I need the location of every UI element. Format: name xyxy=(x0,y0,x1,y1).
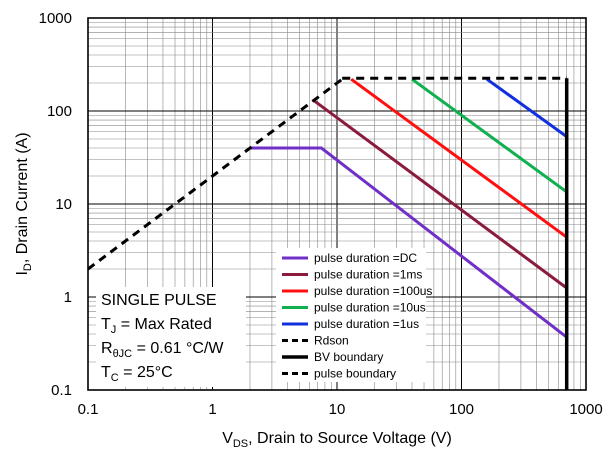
y-tick-label: 1000 xyxy=(39,10,72,27)
conditions-annotation: SINGLE PULSE TJ = Max Rated RθJC = 0.61 … xyxy=(96,287,246,387)
legend-label: Rdson xyxy=(314,334,349,348)
series-pulse-duration-dc-line xyxy=(250,146,568,339)
legend-label: pulse duration =100us xyxy=(314,284,432,298)
annotation-tc: TC = 25°C xyxy=(101,364,173,384)
y-tick-label: 0.1 xyxy=(51,382,72,399)
legend-label: pulse duration =10us xyxy=(314,301,426,315)
legend-background xyxy=(276,248,426,382)
series-pulse-duration-100us-line xyxy=(350,77,568,239)
y-tick-label: 1 xyxy=(64,289,72,306)
x-tick-label: 1 xyxy=(208,401,216,418)
series-rdson-line xyxy=(87,77,344,271)
legend-label: pulse duration =1ms xyxy=(314,268,422,282)
series-pulse-duration-10us-line xyxy=(411,77,568,194)
x-tick-label: 0.1 xyxy=(78,401,99,418)
tick-labels: 0.1 1 10 100 1000 0.1 1 10 100 1000 xyxy=(39,10,603,418)
legend-label: pulse duration =DC xyxy=(314,251,417,265)
series-pulse-duration-1us-line xyxy=(486,77,568,138)
annotation-rthjc: RθJC = 0.61 °C/W xyxy=(101,340,224,360)
annotation-single-pulse: SINGLE PULSE xyxy=(101,292,217,309)
annotation-tj: TJ = Max Rated xyxy=(101,316,212,336)
legend-label: pulse boundary xyxy=(314,367,396,381)
x-tick-label: 1000 xyxy=(569,401,602,418)
legend-label: BV boundary xyxy=(314,350,383,364)
x-axis-title: VDS, Drain to Source Voltage (V) xyxy=(222,430,452,450)
series-pulse-duration-1ms-line xyxy=(312,99,568,290)
legend: pulse duration =DC pulse duration =1ms pul… xyxy=(276,248,432,382)
x-tick-label: 10 xyxy=(329,401,346,418)
y-tick-label: 100 xyxy=(47,103,72,120)
y-axis-title: ID, Drain Current (A) xyxy=(14,132,34,275)
series-group xyxy=(87,76,569,390)
y-tick-label: 10 xyxy=(55,196,72,213)
plot-area-frame xyxy=(87,17,587,391)
legend-label: pulse duration =1us xyxy=(314,317,419,331)
x-tick-label: 100 xyxy=(449,401,474,418)
